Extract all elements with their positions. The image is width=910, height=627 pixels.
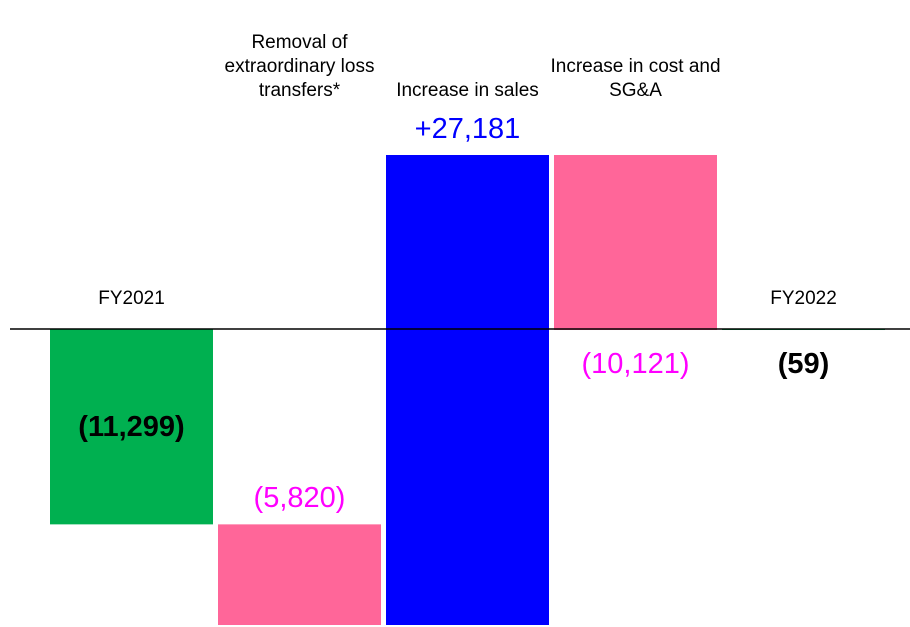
bar: [386, 155, 549, 625]
value-label: (59): [777, 348, 830, 380]
value-label: +27,181: [414, 113, 521, 145]
category-label: FY2022: [770, 288, 837, 309]
category-label: Removal of extraordinary loss transfers*: [224, 32, 375, 101]
value-label: (5,820): [253, 482, 346, 515]
value-label: (11,299): [78, 410, 185, 443]
category-label: FY2021: [98, 288, 165, 309]
bar: [50, 328, 213, 525]
value-label: (10,121): [581, 348, 690, 380]
bar: [554, 155, 717, 331]
category-label: Increase in cost and SG&A: [550, 56, 721, 101]
category-label: Increase in sales: [396, 80, 539, 101]
bar: [218, 524, 381, 625]
